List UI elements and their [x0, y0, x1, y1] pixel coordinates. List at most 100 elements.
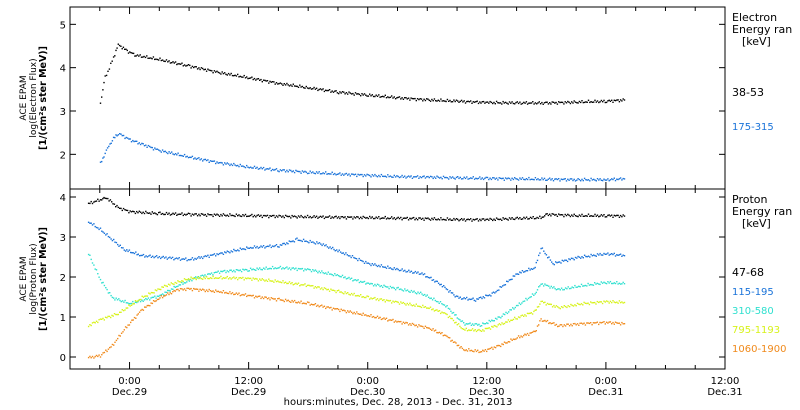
data-point	[242, 214, 244, 216]
data-point	[177, 285, 179, 287]
data-point	[531, 268, 534, 270]
data-point	[506, 102, 508, 104]
data-point	[463, 322, 465, 324]
data-point	[283, 300, 285, 303]
data-point	[185, 289, 187, 292]
data-point	[506, 218, 508, 220]
data-point	[121, 209, 123, 212]
data-point	[256, 245, 258, 248]
data-point	[559, 101, 561, 104]
data-point	[352, 92, 354, 95]
data-point	[230, 293, 232, 295]
data-point	[511, 217, 513, 219]
data-point	[287, 299, 289, 301]
data-point	[308, 242, 310, 244]
data-point	[132, 210, 134, 212]
data-point	[569, 215, 572, 218]
data-point	[442, 312, 444, 314]
data-point	[407, 219, 410, 221]
data-point	[170, 282, 172, 284]
data-point	[602, 254, 604, 256]
data-point	[145, 210, 147, 213]
data-point	[178, 257, 180, 259]
data-point	[322, 88, 324, 90]
data-point	[199, 257, 201, 259]
data-point	[419, 305, 421, 308]
data-point	[499, 177, 502, 179]
data-point	[402, 301, 405, 304]
data-point	[509, 309, 511, 311]
data-point	[130, 141, 133, 143]
data-point	[208, 69, 210, 71]
data-point	[570, 257, 573, 259]
data-point	[484, 349, 487, 351]
data-point	[199, 68, 201, 71]
data-point	[136, 301, 138, 304]
data-point	[532, 216, 534, 218]
data-point	[600, 99, 603, 102]
data-point	[115, 206, 117, 208]
data-point	[508, 101, 511, 103]
data-point	[468, 219, 471, 221]
data-point	[306, 284, 309, 287]
data-point	[497, 324, 499, 326]
data-point	[319, 215, 322, 218]
data-point	[106, 350, 108, 353]
data-point	[367, 174, 370, 176]
data-point	[140, 309, 142, 312]
data-point	[536, 325, 539, 327]
data-point	[596, 321, 598, 323]
data-point	[402, 321, 405, 323]
data-point	[480, 178, 482, 180]
data-point	[257, 168, 260, 170]
data-point	[362, 215, 364, 218]
data-point	[347, 174, 349, 176]
data-point	[278, 246, 280, 248]
data-point	[436, 280, 438, 283]
data-point	[376, 265, 379, 268]
data-point	[477, 298, 479, 300]
data-point	[117, 43, 119, 45]
data-point	[102, 89, 104, 91]
data-point	[574, 101, 577, 103]
data-point	[157, 257, 159, 259]
data-point	[514, 306, 516, 309]
data-point	[180, 63, 182, 65]
data-point	[305, 269, 307, 271]
data-point	[354, 313, 357, 315]
data-point	[151, 296, 153, 299]
data-point	[605, 253, 608, 255]
data-point	[313, 304, 315, 306]
data-point	[216, 161, 218, 163]
data-point	[205, 255, 208, 258]
data-point	[437, 176, 439, 178]
data-point	[607, 214, 609, 217]
data-point	[539, 303, 541, 305]
data-point	[384, 285, 386, 288]
data-point	[384, 175, 386, 177]
data-point	[187, 287, 190, 290]
data-point	[482, 218, 485, 220]
data-point	[142, 296, 145, 298]
data-point	[398, 176, 401, 179]
data-point	[525, 334, 527, 336]
data-point	[238, 250, 240, 252]
data-point	[169, 290, 171, 292]
data-point	[261, 269, 263, 271]
data-point	[370, 176, 372, 178]
data-point	[519, 303, 522, 306]
data-point	[262, 79, 265, 81]
data-point	[457, 323, 460, 325]
data-point	[136, 314, 138, 316]
data-point	[163, 151, 165, 153]
data-point	[239, 163, 241, 166]
data-point	[453, 177, 455, 179]
data-point	[244, 268, 247, 271]
data-point	[601, 282, 604, 284]
data-point	[359, 259, 362, 261]
data-point	[105, 149, 108, 151]
data-point	[246, 164, 248, 167]
data-point	[211, 70, 213, 72]
data-point	[405, 304, 407, 306]
data-point	[560, 262, 562, 264]
